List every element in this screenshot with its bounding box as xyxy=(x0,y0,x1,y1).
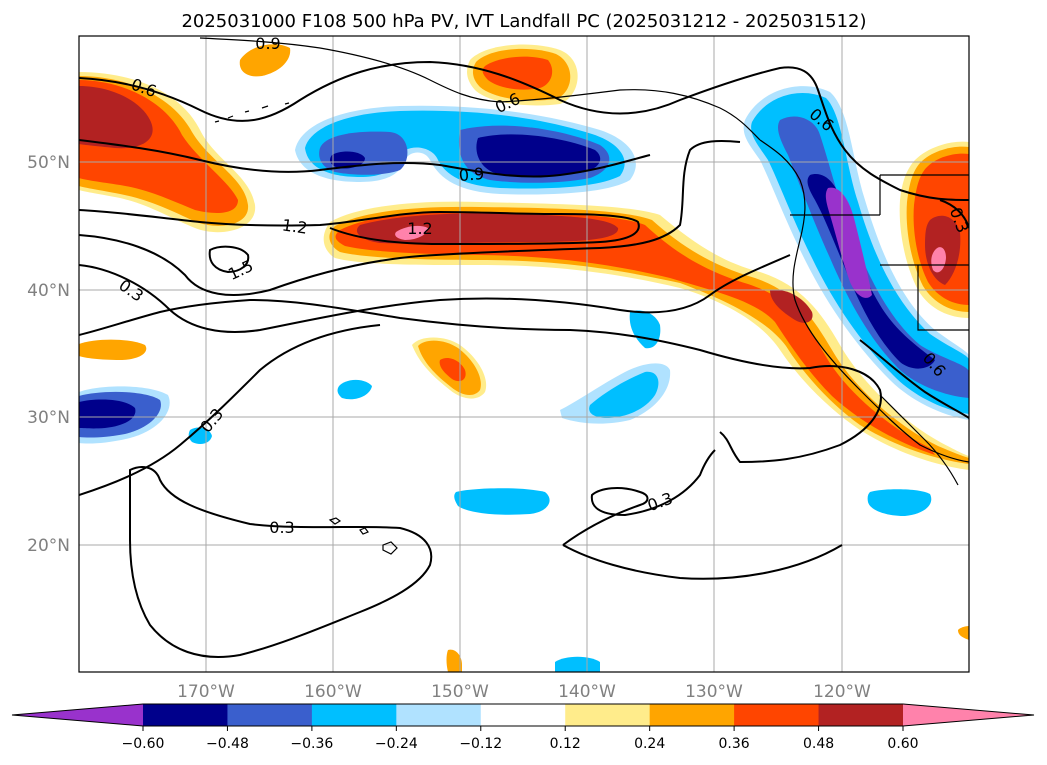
lon-label-160w: 160°W xyxy=(304,682,362,702)
positive-anomaly-small-9 xyxy=(446,649,462,672)
state-borders xyxy=(790,174,969,331)
lat-label-30n: 30°N xyxy=(27,408,70,428)
longitude-axis: 170°W 160°W 150°W 140°W 130°W 120°W xyxy=(177,682,871,702)
lon-label-170w: 170°W xyxy=(177,682,235,702)
lat-label-40n: 40°N xyxy=(27,281,70,301)
hawaii-islands xyxy=(328,517,398,555)
bc-coast xyxy=(759,139,969,463)
ar-band-core-2 xyxy=(770,289,813,323)
coastlines xyxy=(199,37,969,555)
colorbar-tick-label: −0.48 xyxy=(206,736,249,752)
colorbar-tick-label: 0.36 xyxy=(719,736,750,752)
contour-0-6-north xyxy=(79,60,969,201)
colorbar-tick-label: 0.24 xyxy=(634,736,665,752)
map-frame xyxy=(78,35,970,673)
map-panel: 0.9 0.6 0.6 0.6 0.9 1.2 1.2 1.5 0.3 0.3 … xyxy=(78,34,972,673)
colorbar: −0.60 −0.48 −0.36 −0.24 −0.12 0.12 0.24 0.36 0.4… xyxy=(11,703,1035,752)
ar-band-peak xyxy=(395,225,428,240)
contour-label: 0.9 xyxy=(255,34,280,53)
aleutian-islands xyxy=(214,102,290,123)
positive-anomaly-central-3 xyxy=(439,358,466,382)
colorbar-swatch xyxy=(649,704,735,726)
colorbar-swatch xyxy=(396,704,482,726)
lat-label-20n: 20°N xyxy=(27,536,70,556)
shaded-field xyxy=(79,44,969,672)
alaska-coast xyxy=(199,37,761,141)
colorbar-tick-label: −0.36 xyxy=(290,736,333,752)
contour-1-2 xyxy=(79,209,640,246)
latitude-axis: 20°N 30°N 40°N 50°N xyxy=(27,153,70,556)
negative-anomaly-north-5 xyxy=(476,134,601,176)
colorbar-extend-high xyxy=(903,704,1034,726)
negative-anomaly-small-5 xyxy=(454,488,550,515)
ar-band-core xyxy=(356,213,619,244)
contour-0-9-mid xyxy=(79,140,741,296)
colorbar-tick-label: 0.48 xyxy=(803,736,834,752)
contour-label: 1.2 xyxy=(407,219,432,238)
colorbar-tick-label: −0.60 xyxy=(122,736,165,752)
lon-label-150w: 150°W xyxy=(431,682,489,702)
positive-anomaly-north-3 xyxy=(482,56,553,90)
figure-title: 2025031000 F108 500 hPa PV, IVT Landfall… xyxy=(181,11,866,32)
contour-0-3-south xyxy=(128,466,433,658)
lon-label-130w: 130°W xyxy=(685,682,743,702)
negative-anomaly-small-4 xyxy=(589,371,659,418)
colorbar-swatch xyxy=(143,704,228,726)
contour-label: 0.9 xyxy=(458,164,485,185)
contour-label: 0.3 xyxy=(269,518,294,537)
contour-0-3-east xyxy=(562,449,843,580)
negative-anomaly-small-7 xyxy=(555,656,600,672)
positive-anomaly-east-5 xyxy=(931,247,946,273)
colorbar-swatch xyxy=(227,704,313,726)
colorbar-extend-low xyxy=(12,704,143,726)
contour-1-5 xyxy=(208,245,250,274)
contour-0-3-edge xyxy=(939,199,969,229)
contour-label: 1.2 xyxy=(281,215,309,237)
colorbar-swatch xyxy=(818,704,904,726)
negative-anomaly-west-3 xyxy=(79,399,136,429)
colorbar-tick-label: −0.24 xyxy=(375,736,418,752)
negative-anomaly-small-6 xyxy=(867,489,932,516)
contour-0-3-main xyxy=(79,298,882,464)
contour-0-3-sw xyxy=(79,324,381,496)
lon-label-140w: 140°W xyxy=(558,682,616,702)
colorbar-swatch xyxy=(734,704,820,726)
contour-0-6-coast xyxy=(859,339,969,419)
colorbar-tick-label: 0.12 xyxy=(550,736,581,752)
positive-anomaly-nw-4 xyxy=(79,86,153,149)
positive-anomaly-top xyxy=(239,44,291,77)
colorbar-swatch xyxy=(565,704,651,726)
negative-anomaly-small-1 xyxy=(337,379,372,400)
lat-label-50n: 50°N xyxy=(27,153,70,173)
colorbar-swatch xyxy=(480,704,566,726)
colorbar-swatch xyxy=(311,704,397,726)
pv-contours xyxy=(79,60,969,658)
colorbar-tick-label: −0.12 xyxy=(459,736,502,752)
lon-label-120w: 120°W xyxy=(813,682,871,702)
negative-anomaly-north-6 xyxy=(330,151,365,169)
baja-coast xyxy=(879,394,959,486)
contour-0-9 xyxy=(79,139,651,178)
colorbar-tick-label: 0.60 xyxy=(887,736,918,752)
positive-anomaly-small-10 xyxy=(958,626,969,640)
positive-anomaly-west-small xyxy=(79,339,147,360)
